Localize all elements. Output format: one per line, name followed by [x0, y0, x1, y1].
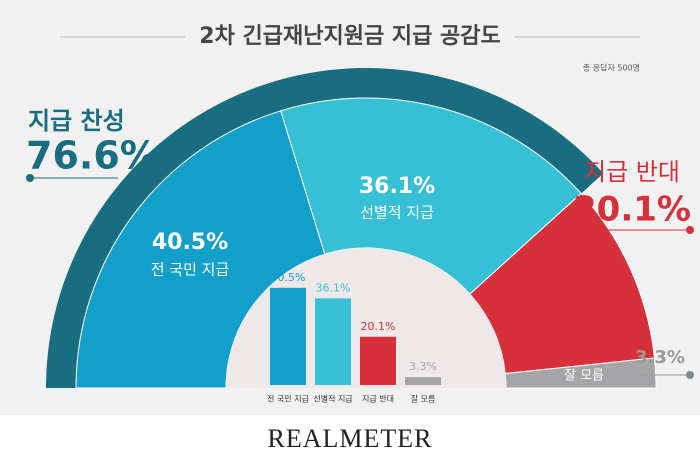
leader-dot — [686, 371, 694, 379]
group-name: 지급 찬성 — [28, 107, 125, 135]
category-label: 전 국민 지급 — [151, 261, 230, 279]
inset-value-label: 20.1% — [361, 320, 396, 333]
leader-dot — [686, 226, 694, 234]
leader-dot — [26, 174, 34, 182]
inset-category-label: 전 국민 지급 — [267, 394, 309, 404]
inset-category-label: 잘 모름 — [411, 395, 436, 404]
inset-bar — [315, 298, 351, 385]
inset-bar — [270, 287, 306, 385]
inset-value-label: 36.1% — [316, 281, 351, 294]
value-label: 3.3% — [635, 347, 685, 368]
note: 총 응답자 500명 — [583, 63, 640, 73]
inset-category-label: 지급 반대 — [362, 395, 394, 404]
inset-category-label: 선별적 지급 — [313, 394, 352, 404]
category-label: 선별적 지급 — [360, 204, 434, 222]
inset-bar — [360, 336, 396, 385]
category-label: 지급 반대 — [584, 158, 680, 186]
group-value: 76.6% — [26, 134, 158, 178]
chart-title: 2차 긴급재난지원금 지급 공감도 — [199, 24, 500, 49]
inset-value-label: 40.5% — [271, 271, 306, 284]
footer: REALMETER — [268, 424, 433, 453]
group-arc — [46, 67, 604, 389]
category-label: 잘 모름 — [564, 369, 604, 384]
inset-bar — [405, 377, 441, 385]
inset-value-label: 3.3% — [409, 360, 437, 373]
value-label: 36.1% — [359, 174, 435, 199]
value-label: 40.5% — [152, 230, 228, 255]
value-label: 20.1% — [573, 190, 691, 230]
